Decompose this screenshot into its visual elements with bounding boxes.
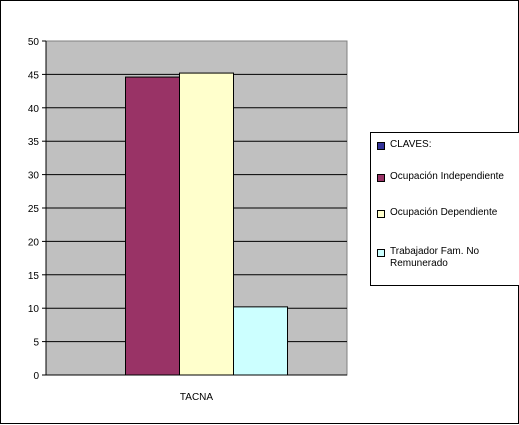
bar-ocupaci-n-independiente [125,76,180,376]
y-tick-label: 20 [28,237,40,248]
legend-item: CLAVES: [377,139,519,151]
legend-label: Trabajador Fam. No Remunerado [390,246,480,269]
legend-swatch [377,142,385,150]
y-tick-label: 30 [28,171,40,182]
y-tick-label: 0 [33,371,39,382]
legend-swatch [377,210,385,218]
y-axis-ticks: 0 5 10 15 20 25 30 35 40 45 50 [28,37,46,382]
bar-ocupaci-n-dependiente [179,72,234,376]
legend: CLAVES: Ocupación Independiente Ocupación … [370,132,519,286]
y-tick-label: 50 [28,37,40,48]
legend-item: Ocupación Dependiente [377,207,519,219]
legend-label: Ocupación Dependiente [390,207,498,218]
y-tick-label: 45 [28,70,40,81]
legend-item: Trabajador Fam. No Remunerado [377,246,519,270]
y-tick-label: 35 [28,137,40,148]
y-tick-label: 5 [33,338,39,349]
legend-item: Ocupación Independiente [377,171,519,183]
bar-trabajador-fam-no-remunerado [233,306,288,376]
legend-label: Ocupación Independiente [390,171,504,182]
legend-swatch [377,249,385,257]
y-tick-label: 10 [28,304,40,315]
legend-swatch [377,174,385,182]
y-tick-label: 40 [28,104,40,115]
x-tick-label: TACNA [180,392,213,403]
y-tick-label: 15 [28,271,40,282]
x-axis-ticks: TACNA [180,392,213,403]
legend-label: CLAVES: [390,139,432,150]
bars [125,72,288,376]
y-tick-label: 25 [28,204,40,215]
